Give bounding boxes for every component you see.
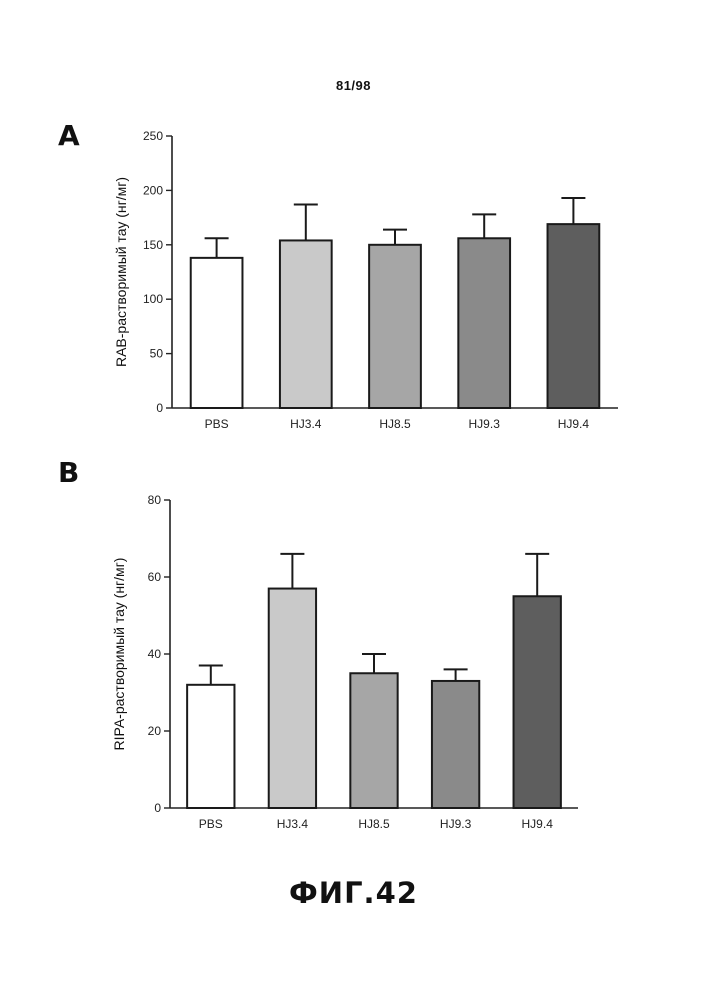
y-tick-label: 20	[148, 724, 162, 738]
y-tick-label: 0	[156, 401, 163, 415]
y-tick-label: 250	[143, 129, 163, 143]
y-tick-label: 150	[143, 238, 163, 252]
bar-hj8-5	[349, 672, 399, 809]
y-tick-label: 40	[148, 647, 162, 661]
x-category-label: HJ9.3	[440, 817, 472, 831]
x-category-label: HJ9.4	[522, 817, 554, 831]
bar-hj3-4	[267, 587, 318, 809]
x-category-label: HJ8.5	[358, 817, 390, 831]
bar-pbs	[186, 683, 236, 809]
y-tick-label: 200	[143, 183, 163, 197]
bar-hj9-4	[512, 595, 562, 809]
y-tick-label: 100	[143, 292, 163, 306]
bar-hj3-4	[278, 239, 333, 409]
x-category-label: PBS	[199, 817, 223, 831]
bar-pbs	[189, 256, 244, 409]
y-axis-title: RIPA-растворимый тау (нг/мг)	[111, 558, 127, 751]
bar-hj8-5	[368, 243, 422, 409]
bar-hj9-3	[430, 679, 481, 809]
x-category-label: PBS	[205, 417, 229, 431]
y-tick-label: 80	[148, 493, 162, 507]
figure-caption: ФИГ.42	[289, 876, 418, 910]
y-tick-label: 60	[148, 570, 162, 584]
y-axis-title: RAB-растворимый тау (нг/мг)	[113, 177, 129, 367]
bar-hj9-4	[546, 223, 601, 409]
y-tick-label: 50	[150, 347, 164, 361]
bar-hj9-3	[457, 237, 512, 409]
x-category-label: HJ9.4	[558, 417, 590, 431]
x-category-label: HJ8.5	[379, 417, 411, 431]
panel-label-a: A	[58, 119, 80, 152]
page-number: 81/98	[335, 78, 372, 93]
y-tick-label: 0	[154, 801, 161, 815]
bar-chart-ripa: 0 20 40 60 80 PBS HJ3.4 HJ8.5 HJ9.3 HJ9.4 RIPA-рас…	[111, 493, 578, 831]
panel-label-b: B	[58, 456, 80, 489]
x-category-label: HJ3.4	[290, 417, 322, 431]
bar-chart-rab: 0 50 100 150 200 250 PBS HJ3.4 HJ8.5 HJ9.3 HJ9.4 RA…	[113, 129, 618, 431]
x-category-label: HJ3.4	[277, 817, 309, 831]
x-category-label: HJ9.3	[469, 417, 501, 431]
